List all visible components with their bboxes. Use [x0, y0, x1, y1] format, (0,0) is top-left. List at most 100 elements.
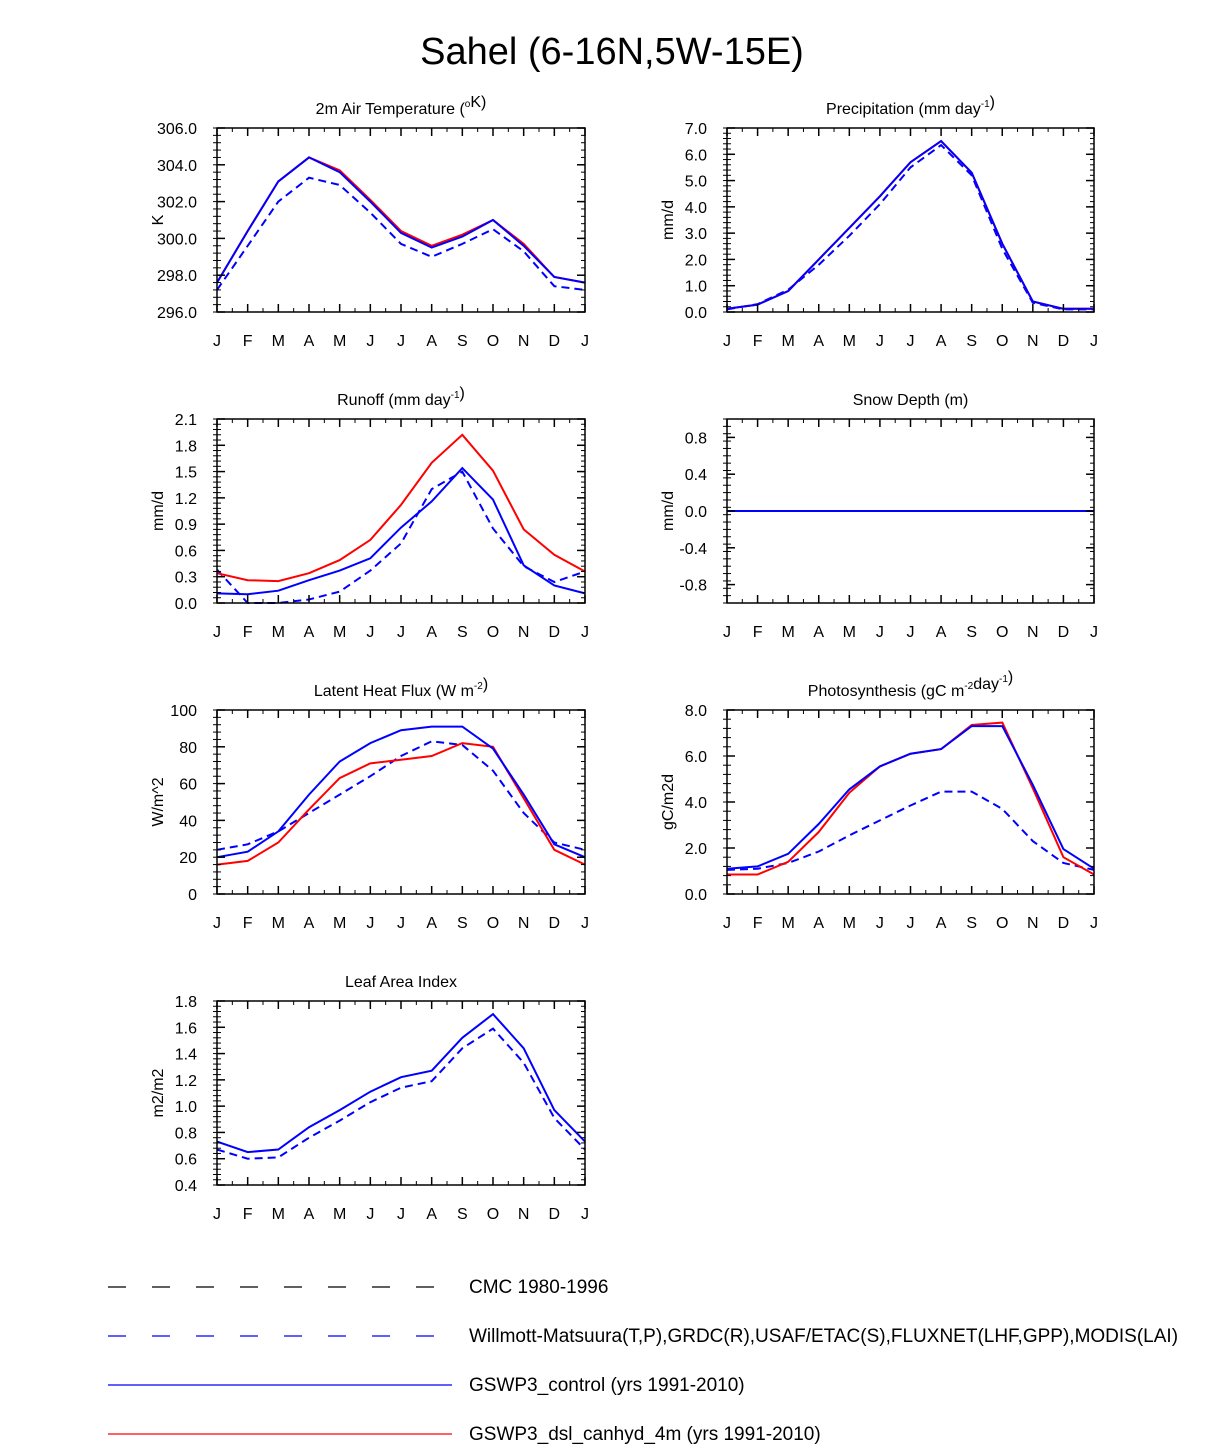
plot-frame	[726, 127, 1095, 313]
series-line-gswp3-dsl-canhyd-4m	[216, 742, 586, 866]
x-tick-label: S	[457, 333, 468, 350]
y-tick-label: 0	[188, 887, 197, 904]
x-tick-label: M	[333, 915, 346, 932]
x-tick-label: J	[581, 1206, 589, 1223]
series-line-observations	[216, 470, 586, 604]
y-tick-label: 300.0	[157, 231, 197, 248]
x-tick-label: N	[518, 915, 530, 932]
y-axis-label: K	[150, 214, 167, 225]
x-tick-label: A	[936, 333, 947, 350]
series-line-gswp3-dsl-canhyd-4m	[216, 433, 586, 583]
x-tick-label: S	[966, 333, 977, 350]
chart-panel-1: 2m Air Temperature (oK) K J F M A M J J A S O N D J 296…	[150, 94, 589, 350]
chart-title: Photosynthesis (gC m-2day-1)	[808, 669, 1013, 700]
y-tick-label: 1.5	[175, 465, 197, 482]
chart-title: Leaf Area Index	[345, 974, 457, 991]
y-tick-label: 2.0	[685, 252, 707, 269]
series-line-gswp3-control	[216, 466, 586, 596]
y-tick-label: 306.0	[157, 121, 197, 138]
y-tick-label: 0.8	[175, 1125, 197, 1142]
x-tick-label: J	[876, 624, 884, 641]
legend-label-1: CMC 1980-1996	[469, 1277, 608, 1298]
x-tick-label: F	[243, 1206, 253, 1223]
plot-frame	[216, 127, 586, 313]
x-tick-label: J	[907, 915, 915, 932]
y-tick-label: 6.0	[685, 147, 707, 164]
x-tick-label: M	[333, 333, 346, 350]
legend-label-4: GSWP3_dsl_canhyd_4m (yrs 1991-2010)	[469, 1424, 821, 1445]
x-tick-label: J	[581, 333, 589, 350]
series-line-observations	[726, 143, 1094, 311]
y-tick-label: 4.0	[685, 795, 707, 812]
x-tick-label: M	[782, 333, 795, 350]
x-tick-label: O	[487, 624, 499, 641]
x-tick-label: M	[272, 333, 285, 350]
y-tick-label: -0.8	[679, 578, 707, 595]
series-line-gswp3-dsl-canhyd-4m	[216, 156, 586, 284]
x-tick-label: A	[426, 915, 437, 932]
x-tick-label: N	[1027, 333, 1039, 350]
x-tick-label: J	[1090, 333, 1098, 350]
y-tick-label: 6.0	[685, 749, 707, 766]
y-tick-label: 1.6	[175, 1020, 197, 1037]
x-tick-label: O	[996, 915, 1008, 932]
y-tick-label: 0.4	[175, 1178, 197, 1195]
x-tick-label: J	[876, 915, 884, 932]
x-tick-label: A	[426, 333, 437, 350]
series-line-gswp3-control	[726, 139, 1094, 310]
x-tick-label: N	[518, 333, 530, 350]
y-tick-label: 304.0	[157, 158, 197, 175]
x-tick-label: J	[1090, 915, 1098, 932]
x-tick-label: A	[304, 1206, 315, 1223]
x-tick-label: M	[843, 624, 856, 641]
x-tick-label: J	[723, 915, 731, 932]
x-tick-label: A	[936, 624, 947, 641]
y-tick-label: 0.0	[685, 504, 707, 521]
x-tick-label: F	[753, 333, 763, 350]
x-tick-label: J	[213, 1206, 221, 1223]
x-tick-label: M	[782, 915, 795, 932]
x-tick-label: M	[333, 1206, 346, 1223]
y-tick-label: 8.0	[685, 703, 707, 720]
chart-panel-6: Photosynthesis (gC m-2day-1) gC/m2d J F M A M J…	[660, 669, 1098, 932]
x-tick-label: M	[272, 624, 285, 641]
x-tick-label: M	[782, 624, 795, 641]
y-tick-label: 5.0	[685, 174, 707, 191]
y-tick-label: 2.1	[175, 412, 197, 429]
x-tick-label: J	[397, 624, 405, 641]
x-tick-label: M	[843, 333, 856, 350]
x-tick-label: J	[213, 915, 221, 932]
series-line-gswp3-control	[216, 156, 586, 284]
y-axis-label: mm/d	[660, 200, 677, 240]
y-tick-label: 80	[179, 740, 197, 757]
x-tick-label: A	[813, 624, 824, 641]
y-tick-label: 0.0	[685, 305, 707, 322]
series-line-gswp3-control	[216, 725, 586, 859]
x-tick-label: A	[304, 915, 315, 932]
x-tick-label: M	[272, 915, 285, 932]
x-tick-label: M	[333, 624, 346, 641]
y-tick-label: 2.0	[685, 841, 707, 858]
x-tick-label: J	[366, 915, 374, 932]
series-line-observations	[216, 740, 586, 851]
x-tick-label: J	[907, 333, 915, 350]
y-axis-label: m2/m2	[150, 1068, 167, 1117]
y-tick-label: 302.0	[157, 195, 197, 212]
x-tick-label: J	[581, 915, 589, 932]
x-tick-label: D	[1058, 333, 1070, 350]
y-tick-label: 60	[179, 777, 197, 794]
x-tick-label: J	[397, 333, 405, 350]
x-tick-label: J	[876, 333, 884, 350]
x-tick-label: J	[366, 624, 374, 641]
y-tick-label: 1.4	[175, 1047, 197, 1064]
x-tick-label: J	[397, 1206, 405, 1223]
y-tick-label: 3.0	[685, 226, 707, 243]
y-tick-label: 1.2	[175, 1073, 197, 1090]
chart-panel-3: Runoff (mm day-1) mm/d J F M A M J J A S O N D J 0.0 0.3…	[150, 385, 589, 641]
x-tick-label: O	[996, 624, 1008, 641]
y-tick-label: 4.0	[685, 200, 707, 217]
y-tick-label: 1.0	[175, 1099, 197, 1116]
chart-title: Snow Depth (m)	[853, 392, 969, 409]
y-tick-label: 0.9	[175, 517, 197, 534]
x-tick-label: N	[1027, 624, 1039, 641]
